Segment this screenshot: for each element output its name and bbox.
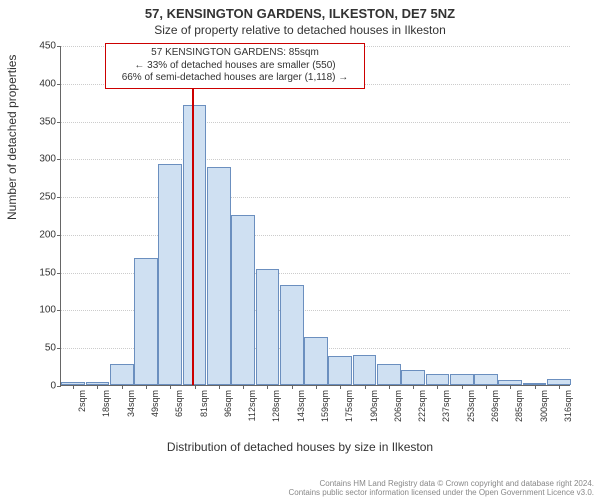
xtick-label: 96sqm (223, 390, 233, 434)
footer-line-2: Contains public sector information licen… (288, 488, 594, 497)
ytick-label: 450 (26, 41, 56, 52)
xtick-mark (170, 385, 171, 389)
ytick-label: 300 (26, 154, 56, 165)
xtick-label: 237sqm (441, 390, 451, 434)
xtick-mark (559, 385, 560, 389)
histogram-bar (426, 374, 450, 385)
histogram-bar (158, 164, 182, 385)
xtick-mark (510, 385, 511, 389)
xtick-mark (535, 385, 536, 389)
property-marker-line (192, 46, 194, 385)
footer-line-1: Contains HM Land Registry data © Crown c… (288, 479, 594, 488)
xtick-mark (437, 385, 438, 389)
annotation-line: 57 KENSINGTON GARDENS: 85sqm (112, 47, 358, 60)
xtick-label: 159sqm (320, 390, 330, 434)
ytick-mark (57, 122, 61, 123)
histogram-bar (207, 167, 231, 385)
xtick-label: 222sqm (417, 390, 427, 434)
ytick-label: 400 (26, 78, 56, 89)
xtick-mark (462, 385, 463, 389)
gridline (61, 197, 570, 198)
ytick-mark (57, 348, 61, 349)
histogram-bar (474, 374, 498, 385)
xtick-mark (316, 385, 317, 389)
histogram-bar (231, 215, 255, 385)
ytick-mark (57, 197, 61, 198)
histogram-bar (110, 364, 134, 385)
histogram-bar (304, 337, 328, 385)
xtick-mark (122, 385, 123, 389)
histogram-bar (353, 355, 377, 385)
xtick-label: 300sqm (539, 390, 549, 434)
xtick-mark (219, 385, 220, 389)
ytick-mark (57, 159, 61, 160)
ytick-label: 100 (26, 305, 56, 316)
xtick-label: 49sqm (150, 390, 160, 434)
xtick-label: 18sqm (101, 390, 111, 434)
xtick-mark (292, 385, 293, 389)
histogram-bar (377, 364, 401, 385)
xtick-mark (389, 385, 390, 389)
y-axis-label: Number of detached properties (5, 55, 19, 220)
gridline (61, 159, 570, 160)
gridline (61, 122, 570, 123)
histogram-bar (183, 105, 207, 385)
xtick-label: 143sqm (296, 390, 306, 434)
xtick-label: 112sqm (247, 390, 257, 434)
xtick-mark (146, 385, 147, 389)
chart-container: 0501001502002503003504004502sqm18sqm34sq… (60, 46, 570, 426)
histogram-bar (328, 356, 352, 385)
histogram-bar (134, 258, 158, 385)
xtick-label: 269sqm (490, 390, 500, 434)
xtick-mark (97, 385, 98, 389)
xtick-label: 253sqm (466, 390, 476, 434)
plot-area: 0501001502002503003504004502sqm18sqm34sq… (60, 46, 570, 386)
ytick-mark (57, 386, 61, 387)
ytick-mark (57, 235, 61, 236)
histogram-bar (256, 269, 280, 385)
xtick-label: 34sqm (126, 390, 136, 434)
xtick-mark (413, 385, 414, 389)
annotation-line: 66% of semi-detached houses are larger (… (112, 72, 358, 85)
xtick-label: 65sqm (174, 390, 184, 434)
x-axis-label: Distribution of detached houses by size … (0, 440, 600, 454)
ytick-label: 350 (26, 116, 56, 127)
page-title: 57, KENSINGTON GARDENS, ILKESTON, DE7 5N… (0, 0, 600, 21)
xtick-mark (267, 385, 268, 389)
xtick-mark (73, 385, 74, 389)
ytick-label: 0 (26, 381, 56, 392)
xtick-label: 206sqm (393, 390, 403, 434)
xtick-label: 175sqm (344, 390, 354, 434)
annotation-line: ← 33% of detached houses are smaller (55… (112, 60, 358, 73)
xtick-mark (365, 385, 366, 389)
xtick-label: 316sqm (563, 390, 573, 434)
histogram-bar (450, 374, 474, 385)
xtick-mark (340, 385, 341, 389)
ytick-mark (57, 273, 61, 274)
ytick-label: 200 (26, 229, 56, 240)
xtick-label: 285sqm (514, 390, 524, 434)
xtick-mark (195, 385, 196, 389)
ytick-label: 50 (26, 343, 56, 354)
footer-attribution: Contains HM Land Registry data © Crown c… (288, 479, 594, 497)
page-subtitle: Size of property relative to detached ho… (0, 21, 600, 37)
annotation-box: 57 KENSINGTON GARDENS: 85sqm← 33% of det… (105, 43, 365, 89)
gridline (61, 235, 570, 236)
xtick-label: 128sqm (271, 390, 281, 434)
histogram-bar (280, 285, 304, 385)
ytick-mark (57, 310, 61, 311)
ytick-mark (57, 84, 61, 85)
xtick-mark (243, 385, 244, 389)
ytick-label: 250 (26, 192, 56, 203)
ytick-label: 150 (26, 267, 56, 278)
xtick-label: 81sqm (199, 390, 209, 434)
xtick-label: 190sqm (369, 390, 379, 434)
histogram-bar (401, 370, 425, 385)
ytick-mark (57, 46, 61, 47)
xtick-label: 2sqm (77, 390, 87, 434)
xtick-mark (486, 385, 487, 389)
